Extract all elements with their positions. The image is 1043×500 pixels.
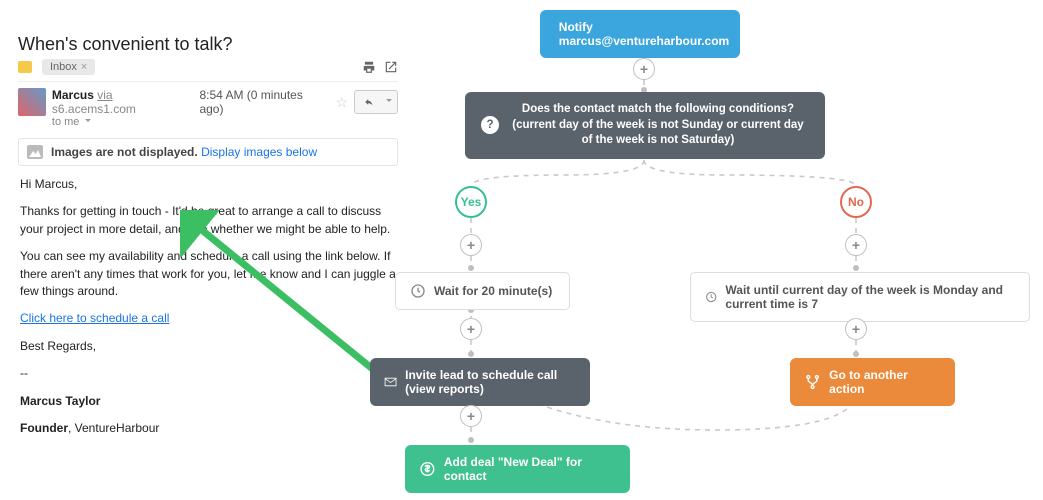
add-step-button-yes-3[interactable]: + (460, 405, 482, 427)
clock-icon (705, 289, 717, 305)
node-condition[interactable]: ? Does the contact match the following c… (465, 92, 825, 159)
node-notify[interactable]: Notify marcus@ventureharbour.com (540, 10, 740, 58)
email-panel: When's convenient to talk? Inbox × Marcu… (18, 30, 398, 457)
add-step-button-yes-1[interactable]: + (460, 234, 482, 256)
images-blocked-notice: Images are not displayed. Display images… (18, 138, 398, 166)
via-text: via (97, 88, 112, 102)
body-regards: Best Regards, (20, 338, 396, 355)
sig-dash: -- (20, 365, 396, 382)
body-greeting: Hi Marcus, (20, 176, 396, 193)
sender-domain: s6.acems1.com (52, 102, 136, 116)
sig-company: , VentureHarbour (68, 421, 159, 435)
envelope-icon (384, 373, 397, 391)
to-text: to me (52, 116, 80, 128)
inbox-label-text: Inbox (50, 61, 77, 73)
node-invite[interactable]: Invite lead to schedule call (view repor… (370, 358, 590, 406)
goto-label: Go to another action (829, 368, 941, 396)
question-icon: ? (481, 116, 499, 134)
body-p2: You can see my availability and schedule… (20, 248, 396, 300)
notify-label: Notify marcus@ventureharbour.com (559, 20, 729, 48)
body-p1: Thanks for getting in touch - It'd be gr… (20, 203, 396, 238)
condition-label: Does the contact match the following con… (507, 102, 809, 149)
node-goto[interactable]: Go to another action (790, 358, 955, 406)
inbox-label[interactable]: Inbox × (42, 59, 95, 75)
star-icon[interactable]: ☆ (335, 94, 348, 111)
node-wait-20min[interactable]: Wait for 20 minute(s) (395, 272, 570, 310)
add-step-button-no-1[interactable]: + (845, 234, 867, 256)
label-tag-icon[interactable] (18, 61, 32, 73)
email-body: Hi Marcus, Thanks for getting in touch -… (18, 166, 398, 457)
sig-title: Founder, VentureHarbour (20, 420, 396, 437)
add-step-button-1[interactable]: + (633, 58, 655, 80)
img-notice-text: Images are not displayed. (51, 145, 198, 159)
no-label: No (848, 195, 864, 209)
branch-yes[interactable]: Yes (455, 186, 487, 218)
node-wait-monday[interactable]: Wait until current day of the week is Mo… (690, 272, 1030, 322)
sender-line: Marcus via s6.acems1.com (52, 88, 200, 116)
yes-label: Yes (461, 195, 482, 209)
schedule-call-link[interactable]: Click here to schedule a call (20, 311, 169, 325)
email-meta: Marcus via s6.acems1.com to me 8:54 AM (… (18, 81, 398, 128)
invite-label: Invite lead to schedule call (view repor… (405, 368, 576, 396)
branch-icon (804, 373, 821, 391)
dollar-icon (419, 460, 436, 478)
sender-avatar (18, 88, 46, 116)
node-add-deal[interactable]: Add deal "New Deal" for contact (405, 445, 630, 493)
sender-name: Marcus (52, 88, 94, 102)
add-step-button-no-2[interactable]: + (845, 318, 867, 340)
sig-role: Founder (20, 421, 68, 435)
branch-no[interactable]: No (840, 186, 872, 218)
image-icon (27, 145, 43, 159)
to-line: to me (52, 116, 200, 128)
wait-left-label: Wait for 20 minute(s) (434, 284, 552, 298)
deal-label: Add deal "New Deal" for contact (444, 455, 616, 483)
email-subject: When's convenient to talk? (18, 34, 233, 55)
remove-label-icon[interactable]: × (81, 61, 87, 73)
add-step-button-yes-2[interactable]: + (460, 318, 482, 340)
sig-name: Marcus Taylor (20, 393, 396, 410)
display-images-link[interactable]: Display images below (201, 145, 317, 159)
flowchart: Notify marcus@ventureharbour.com + ? Doe… (365, 0, 1043, 500)
expand-recipients-icon[interactable] (85, 119, 91, 125)
wait-right-label: Wait until current day of the week is Mo… (725, 283, 1015, 311)
clock-icon (410, 283, 426, 299)
email-time: 8:54 AM (0 minutes ago) (199, 88, 329, 116)
